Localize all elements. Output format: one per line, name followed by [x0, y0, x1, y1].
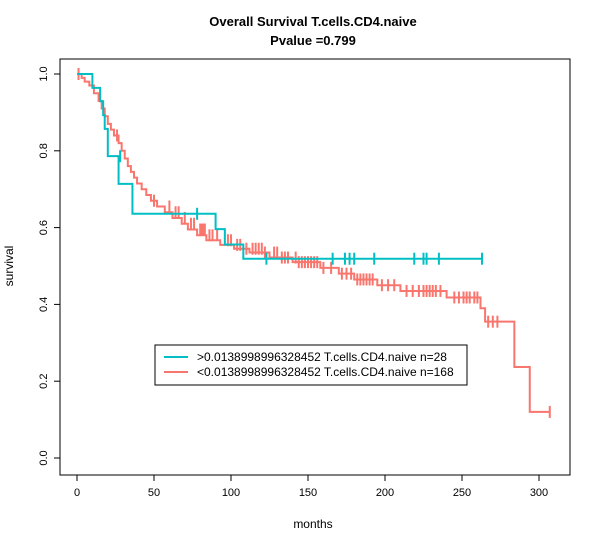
x-tick-label: 150 [299, 487, 317, 499]
legend-label-high: >0.0138998996328452 T.cells.CD4.naive n=… [197, 350, 447, 364]
y-axis: 0.0 0.2 0.4 0.6 0.8 1.0 [38, 66, 61, 466]
series-layer [77, 68, 551, 418]
x-tick-label: 200 [376, 487, 394, 499]
legend: >0.0138998996328452 T.cells.CD4.naive n=… [154, 344, 468, 386]
x-tick-label: 100 [222, 487, 240, 499]
x-tick-label: 250 [453, 487, 471, 499]
y-tick-label: 1.0 [38, 66, 50, 81]
chart-subtitle: Pvalue =0.799 [270, 33, 356, 48]
x-tick-label: 0 [74, 487, 80, 499]
survival-curve-high [77, 73, 483, 260]
x-axis: 0 50 100 150 200 250 300 [74, 474, 548, 499]
x-tick-label: 50 [148, 487, 160, 499]
legend-box [154, 344, 468, 386]
x-axis-label: months [293, 517, 332, 531]
chart-title: Overall Survival T.cells.CD4.naive [209, 14, 416, 29]
legend-label-low: <0.0138998996328452 T.cells.CD4.naive n=… [197, 365, 454, 379]
y-tick-label: 0.6 [38, 220, 50, 235]
y-tick-label: 0.0 [38, 450, 50, 465]
y-tick-label: 0.2 [38, 374, 50, 389]
series-high [77, 73, 484, 265]
y-axis-label: survival [2, 246, 16, 287]
x-tick-label: 300 [530, 487, 548, 499]
y-tick-label: 0.8 [38, 143, 50, 158]
y-tick-label: 0.4 [38, 297, 50, 312]
